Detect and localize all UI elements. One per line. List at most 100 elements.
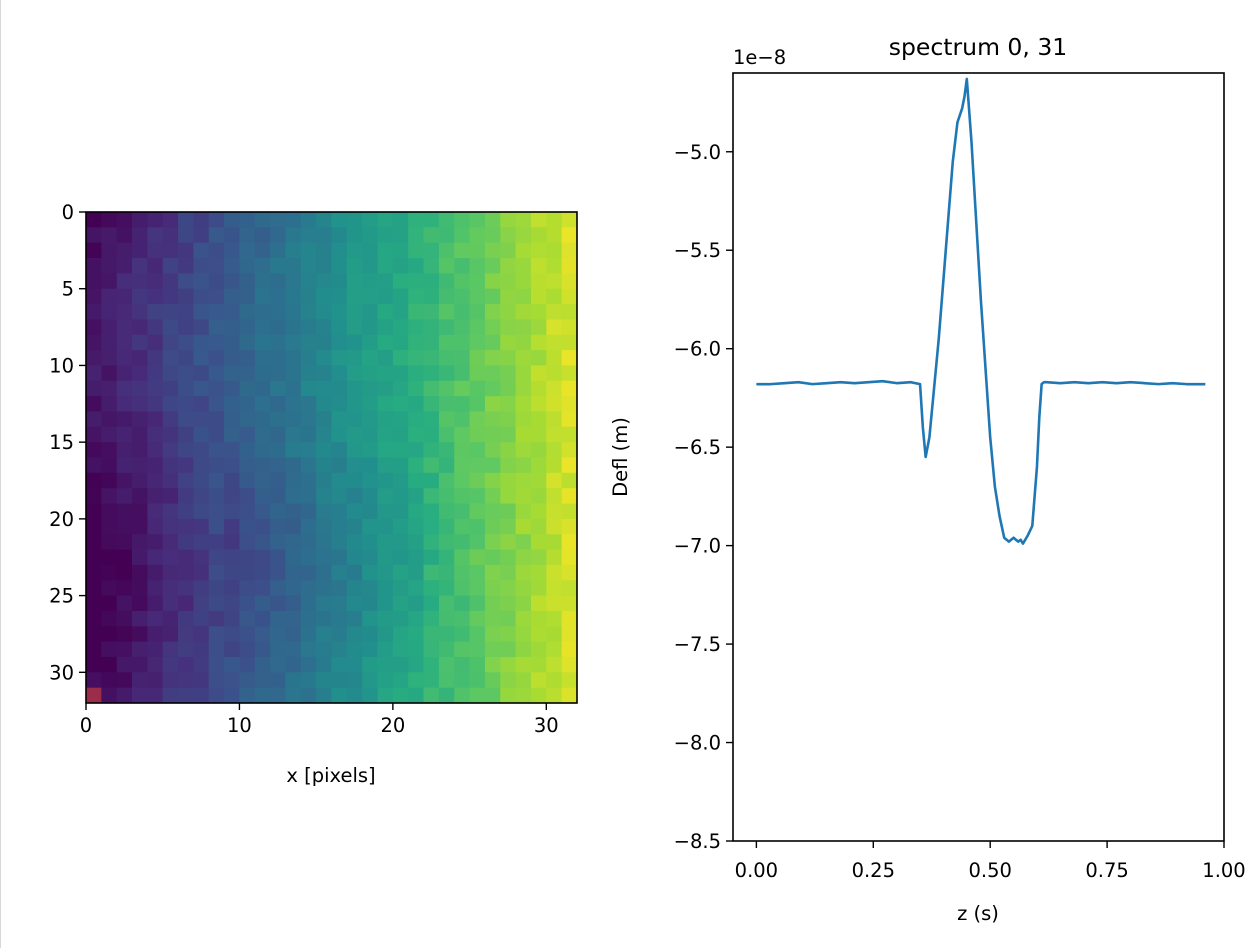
heatmap-cell xyxy=(423,626,440,643)
heatmap-cell xyxy=(500,472,517,489)
heatmap-cell xyxy=(116,442,133,458)
heatmap-cell xyxy=(530,626,547,643)
heatmap-cell xyxy=(423,549,440,566)
spectrum-series-line xyxy=(756,77,1206,545)
heatmap-cell xyxy=(254,350,271,366)
heatmap-cell xyxy=(116,380,133,397)
heatmap-cell xyxy=(285,549,302,566)
heatmap-cell xyxy=(530,411,547,428)
heatmap-cell xyxy=(423,672,440,689)
heatmap-frame xyxy=(85,211,578,704)
heatmap-cell xyxy=(162,656,179,673)
heatmap-cell xyxy=(132,595,148,612)
heatmap-cell xyxy=(178,442,194,458)
heatmap-cell xyxy=(484,411,501,428)
heatmap-cell xyxy=(362,503,378,520)
heatmap-cell xyxy=(392,564,409,581)
heatmap-cell xyxy=(285,534,302,550)
heatmap-cell xyxy=(147,503,164,520)
heatmap-cell xyxy=(561,472,578,489)
heatmap-cell xyxy=(193,334,210,351)
heatmap-cell xyxy=(254,227,271,244)
heatmap-cell xyxy=(300,350,317,366)
heatmap-cell xyxy=(561,334,578,351)
heatmap-cell xyxy=(285,365,302,382)
heatmap-cell xyxy=(116,334,133,351)
heatmap-cell xyxy=(454,242,470,259)
heatmap-cell xyxy=(392,365,409,382)
heatmap-cell xyxy=(270,396,286,412)
heatmap-cell xyxy=(469,595,486,612)
heatmap-cell xyxy=(208,672,225,689)
heatmap-cell xyxy=(546,564,563,581)
heatmap-cell xyxy=(500,288,517,305)
heatmap-cell xyxy=(530,442,547,458)
heatmap-cell xyxy=(285,380,302,397)
heatmap-cell xyxy=(86,365,102,382)
heatmap-cell xyxy=(546,610,563,627)
heatmap-y-tick-label: 10 xyxy=(49,354,74,377)
heatmap-cell xyxy=(254,626,271,643)
heatmap-cell xyxy=(469,350,486,366)
heatmap-cell xyxy=(132,580,148,596)
heatmap-cell xyxy=(546,273,563,290)
heatmap-cell xyxy=(331,442,348,458)
heatmap-panel: 0 10 20 30 0 5 10 15 20 25 30 x [pixels] xyxy=(49,201,578,787)
heatmap-cell xyxy=(285,488,302,504)
heatmap-cell xyxy=(147,242,164,259)
heatmap-cell xyxy=(423,518,440,535)
heatmap-cell xyxy=(208,656,225,673)
heatmap-cell xyxy=(561,442,578,458)
heatmap-cell xyxy=(362,380,378,397)
heatmap-cell xyxy=(116,641,133,658)
heatmap-cell xyxy=(331,518,348,535)
heatmap-cell xyxy=(377,641,394,658)
heatmap-cell xyxy=(147,534,164,550)
heatmap-cell xyxy=(208,580,225,596)
heatmap-cell xyxy=(331,595,348,612)
heatmap-cell xyxy=(224,518,240,535)
heatmap-cell xyxy=(300,258,317,274)
heatmap-cell xyxy=(239,687,256,704)
heatmap-cell xyxy=(331,426,348,443)
heatmap-cell xyxy=(561,304,578,320)
heatmap-cell xyxy=(239,564,256,581)
heatmap-cell xyxy=(285,396,302,412)
heatmap-cell xyxy=(469,549,486,566)
heatmap-cell xyxy=(484,580,501,596)
heatmap-cell xyxy=(101,334,118,351)
heatmap-cell xyxy=(208,534,225,550)
heatmap-cell xyxy=(454,457,470,474)
heatmap-cell xyxy=(239,334,256,351)
heatmap-cell xyxy=(208,549,225,566)
heatmap-cell xyxy=(438,288,455,305)
heatmap-cell xyxy=(316,258,332,274)
heatmap-cell xyxy=(316,304,332,320)
heatmap-cell xyxy=(300,365,317,382)
heatmap-cell xyxy=(561,656,578,673)
heatmap-cell xyxy=(86,580,102,596)
heatmap-cell xyxy=(438,365,455,382)
heatmap-cell xyxy=(392,304,409,320)
heatmap-cell xyxy=(546,319,563,336)
heatmap-cell xyxy=(331,365,348,382)
heatmap-cell xyxy=(438,549,455,566)
heatmap-cell xyxy=(346,457,363,474)
heatmap-cell xyxy=(346,227,363,244)
heatmap-cell xyxy=(270,564,286,581)
heatmap-cell xyxy=(270,380,286,397)
heatmap-cell xyxy=(193,212,210,228)
heatmap-cell xyxy=(454,672,470,689)
heatmap-cell xyxy=(346,641,363,658)
heatmap-cell xyxy=(561,488,578,504)
heatmap-cell xyxy=(392,610,409,627)
heatmap-cell xyxy=(561,411,578,428)
heatmap-cell xyxy=(116,350,133,366)
heatmap-cell xyxy=(561,242,578,259)
heatmap-cell xyxy=(285,242,302,259)
heatmap-cell xyxy=(300,518,317,535)
heatmap-cell xyxy=(178,212,194,228)
heatmap-cell xyxy=(454,288,470,305)
heatmap-cell xyxy=(86,549,102,566)
heatmap-cell xyxy=(530,288,547,305)
